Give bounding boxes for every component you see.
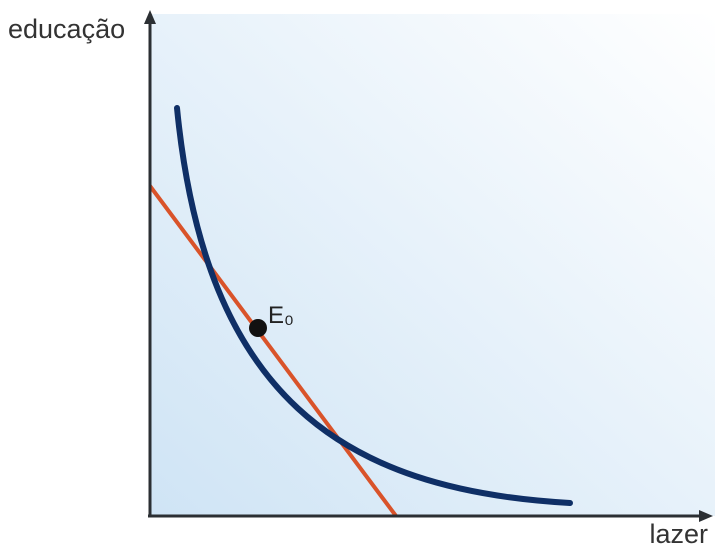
y-axis-arrow-icon (144, 10, 156, 24)
x-axis-label: lazer (649, 519, 708, 547)
budget-line (150, 184, 398, 516)
equilibrium-point (249, 319, 267, 337)
plot-area (150, 14, 715, 516)
x-axis-arrow-icon (699, 510, 713, 522)
y-axis-label: educação (8, 14, 125, 44)
equilibrium-point-label: E₀ (268, 302, 294, 329)
indifference-curve (174, 105, 573, 506)
